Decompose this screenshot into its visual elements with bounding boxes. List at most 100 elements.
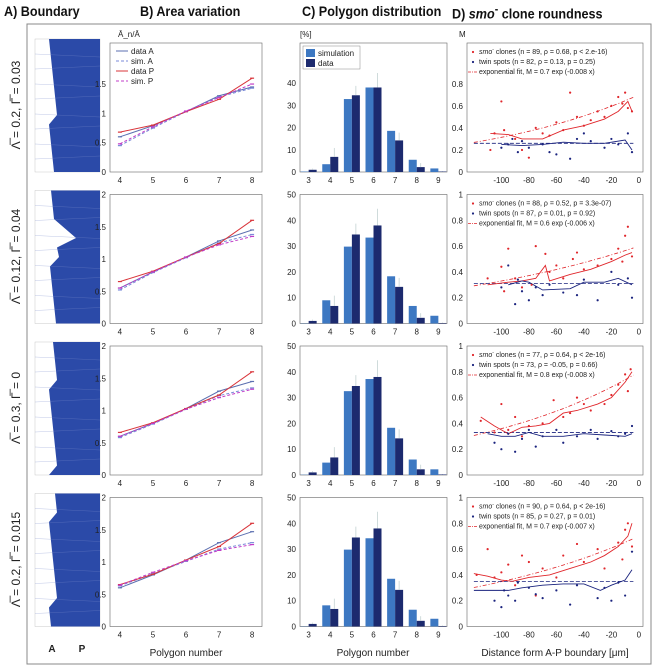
y-tick-label: 2 (102, 342, 107, 351)
smo-point (486, 277, 489, 280)
x-axis-label-distance: Distance form A-P boundary [μm] (481, 648, 629, 659)
x-tick-label: 7 (217, 176, 222, 185)
twin-point (582, 132, 585, 135)
smo-point (596, 548, 599, 551)
smo-point (610, 104, 613, 107)
twin-point (555, 153, 558, 156)
smo-point (626, 225, 629, 228)
smo-point (527, 156, 530, 159)
smo-point (610, 257, 613, 261)
bar-data (308, 472, 317, 475)
legend-box-c (302, 45, 361, 70)
smo-point (626, 522, 629, 525)
bar-data (373, 87, 382, 172)
label-posterior: P (79, 644, 86, 655)
twin-point (503, 589, 506, 592)
smo-point (629, 368, 632, 371)
cell-edge (34, 508, 101, 512)
twin-point (575, 584, 579, 587)
bar-data (438, 322, 447, 324)
header-polygon-distribution: C) Polygon distribution (302, 3, 442, 19)
smo-point (555, 121, 558, 124)
legend-twin-marker (471, 515, 475, 518)
cell-edge (34, 113, 101, 118)
smo-point (503, 129, 506, 132)
cell-edge (34, 368, 101, 373)
y-tick-label: 1 (459, 191, 464, 200)
frame (26, 23, 652, 665)
twin-point (555, 428, 558, 431)
twin-point (575, 435, 579, 438)
y-tick-label: 0.4 (452, 419, 464, 428)
bar-data (438, 474, 447, 475)
legend-fit: exponential fit, M = 0.8 exp (-0.008 x) (479, 372, 595, 379)
y-tick-label: 0.2 (452, 445, 464, 454)
x-tick-label: 8 (250, 176, 255, 185)
bar-simulation (430, 618, 439, 627)
twin-point (500, 146, 503, 149)
legend-twin-marker (471, 212, 475, 215)
x-tick-label: -60 (551, 328, 563, 337)
x-tick-label: -60 (551, 631, 563, 640)
bar-simulation (387, 578, 396, 627)
smo-point (603, 115, 606, 118)
bar-simulation (343, 549, 352, 627)
legend-twin: twin spots (n = 73, ρ = -0.05, p = 0.66) (479, 362, 598, 369)
line-simA (119, 234, 253, 291)
y-tick-label: 0 (102, 320, 107, 329)
bar-data (330, 156, 339, 172)
smo-point (544, 252, 547, 255)
exponential-fit-line (473, 96, 634, 143)
twin-point (617, 581, 620, 584)
y-tick-label: 1 (102, 558, 107, 567)
x-tick-label: 7 (393, 176, 398, 185)
x-tick-label: 6 (371, 479, 376, 488)
legend-twin: twin spots (n = 82, ρ = 0.13, p = 0.25) (479, 59, 595, 66)
twin-point (582, 278, 585, 281)
bar-data (373, 376, 382, 475)
cell-edge (34, 386, 101, 391)
bar-simulation (408, 609, 417, 627)
twin-point (500, 286, 503, 289)
x-tick-label: -20 (606, 176, 618, 185)
x-tick-label: -20 (606, 479, 618, 488)
twin-point (617, 143, 620, 146)
cell-edge (34, 247, 101, 251)
smo-point (621, 102, 624, 105)
x-tick-label: 8 (250, 479, 255, 488)
x-tick-label: 4 (118, 631, 123, 640)
y-tick-label: 1 (102, 255, 107, 264)
bar-simulation (343, 391, 352, 475)
cell-edge (34, 446, 101, 451)
x-tick-label: 0 (637, 328, 642, 337)
row-label: Λ̅ = 0.3, Γ̅ = 0 (9, 372, 23, 444)
smo-point (493, 132, 496, 135)
bar-data (351, 537, 360, 627)
smo-point (562, 129, 565, 132)
y-tick-label: 50 (287, 342, 296, 351)
x-tick-label: 6 (184, 479, 189, 488)
bar-data (416, 620, 425, 627)
x-tick-label: 3 (306, 176, 311, 185)
smo-point (514, 415, 517, 419)
x-tick-label: 6 (371, 631, 376, 640)
bar-data (416, 469, 425, 475)
twin-point (630, 151, 634, 154)
twin-point (626, 132, 629, 135)
x-tick-label: 8 (415, 176, 420, 185)
twin-point (596, 437, 599, 440)
y-tick-label: 1.5 (95, 526, 107, 535)
x-tick-label: 7 (217, 631, 222, 640)
smo-point (500, 265, 503, 268)
twin-point (624, 432, 627, 435)
twin-point (520, 140, 524, 143)
y-tick-label: 0.2 (452, 597, 464, 606)
x-tick-label: 0 (637, 479, 642, 488)
x-tick-label: 3 (306, 631, 311, 640)
cell-edge (34, 458, 101, 463)
twin-point (596, 299, 599, 302)
legend-c-label: data (318, 59, 334, 68)
x-tick-label: -60 (551, 479, 563, 488)
cell-edge (34, 235, 101, 239)
bar-data (373, 528, 382, 627)
